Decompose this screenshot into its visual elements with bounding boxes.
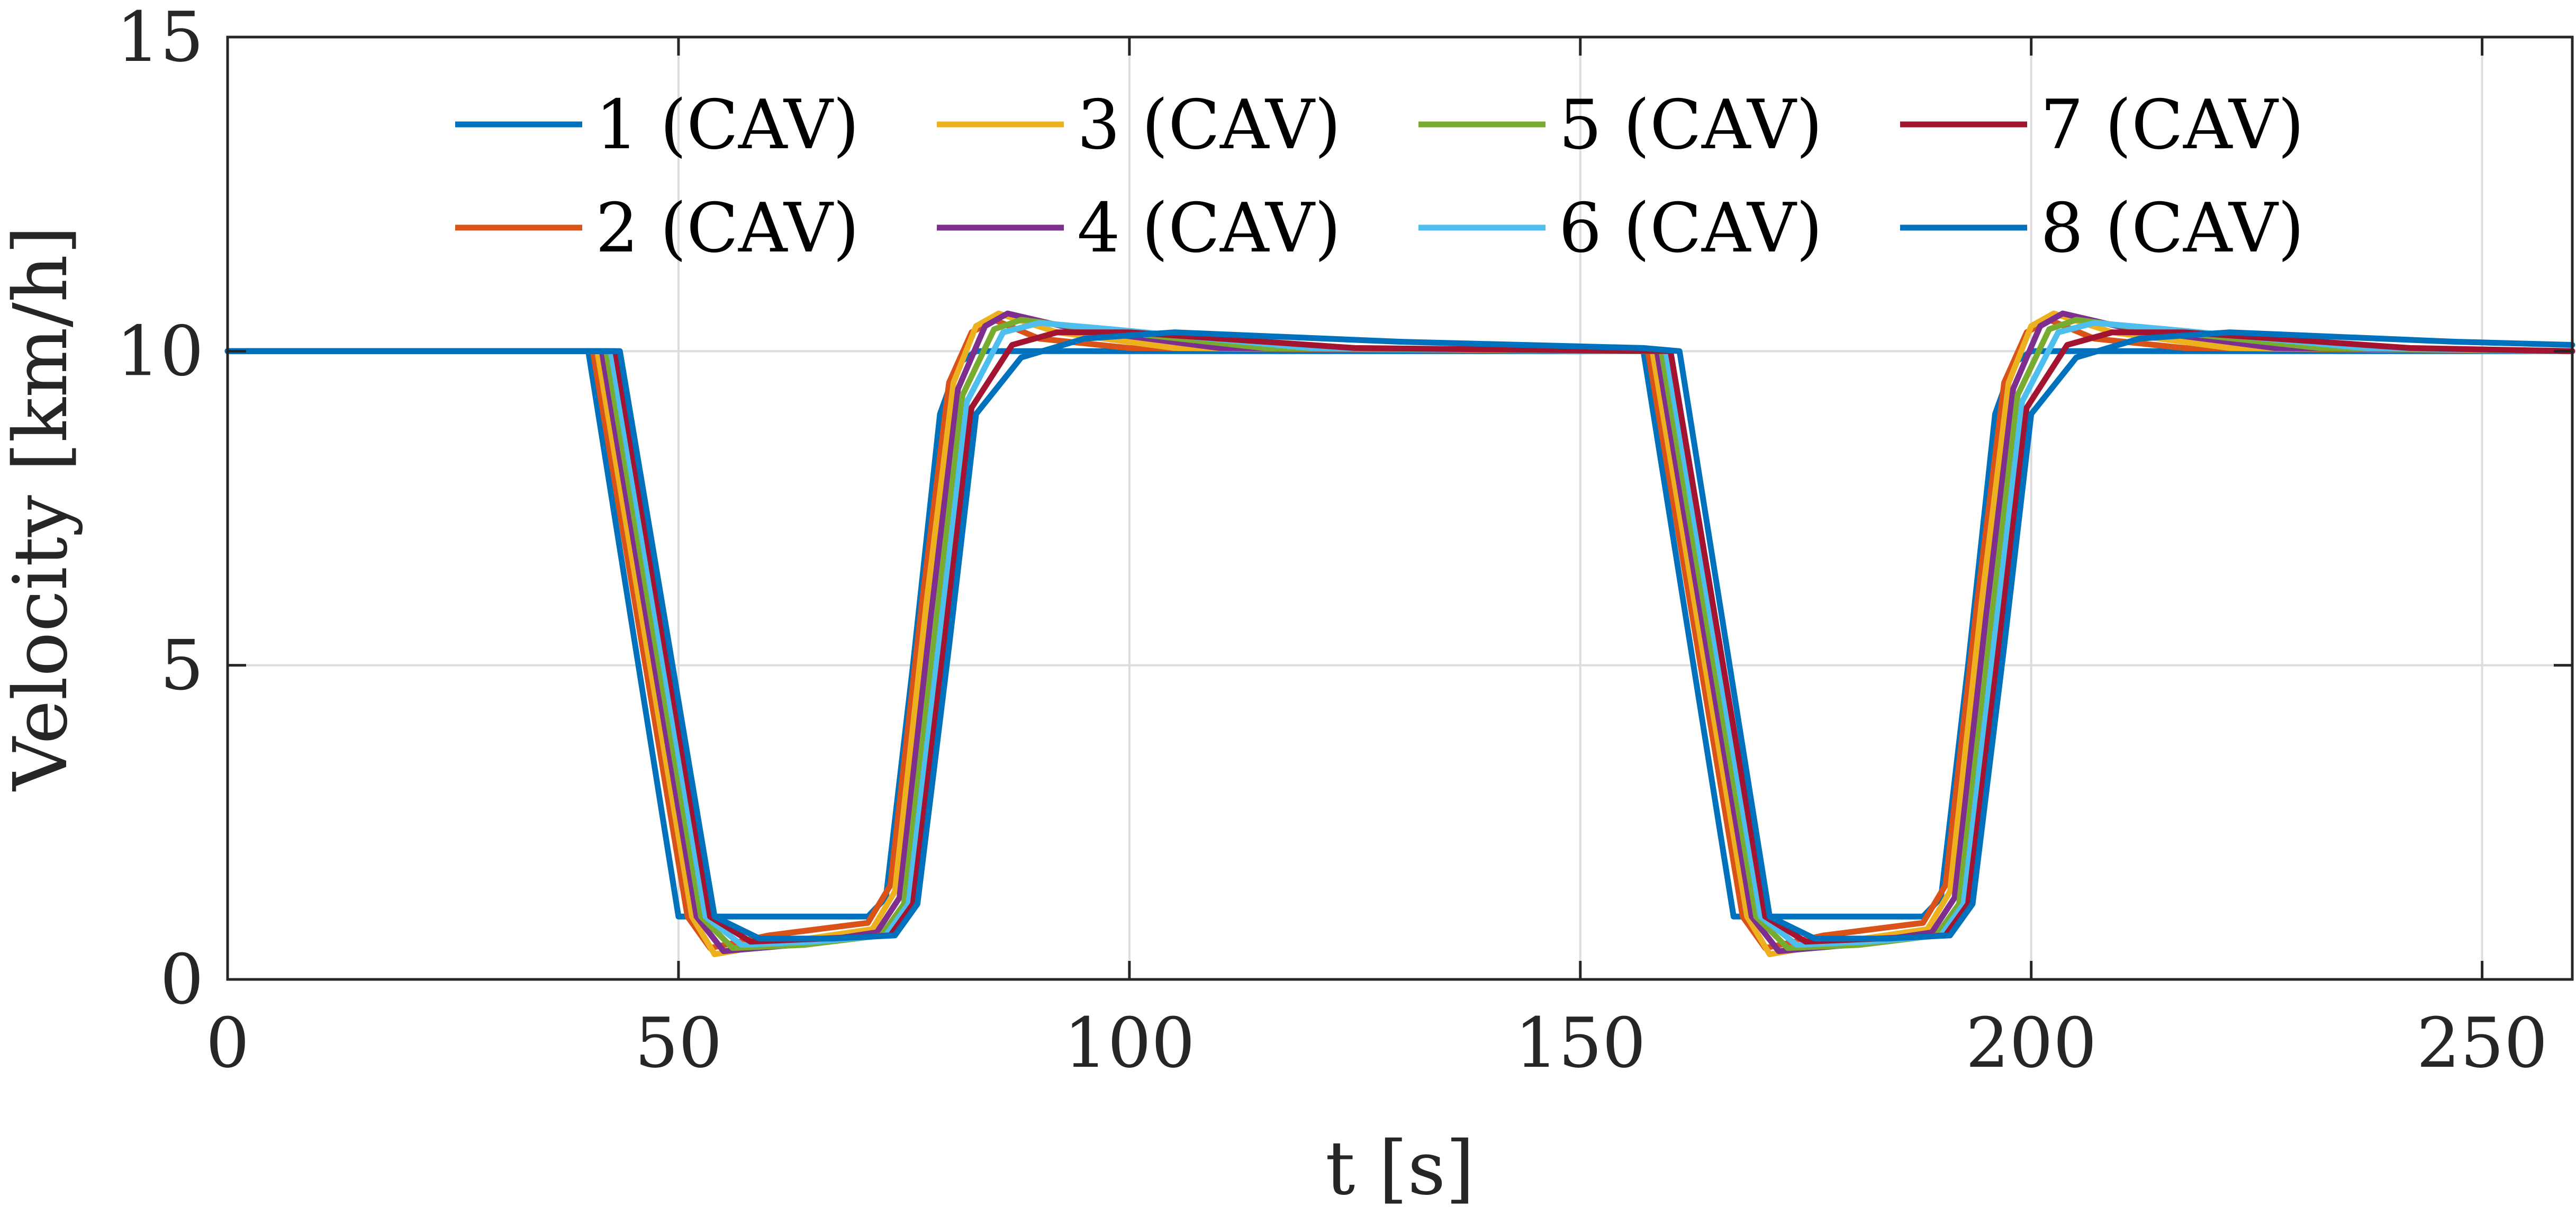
x-tick-labels: 0 50 100 150 200 250 [206, 1003, 2548, 1083]
y-tick-label: 10 [116, 311, 204, 391]
legend-label-7: 7 (CAV) [2040, 86, 2304, 165]
series-line-8 [224, 329, 2575, 942]
x-tick-label: 250 [2417, 1003, 2548, 1083]
legend-label-5: 5 (CAV) [1559, 86, 1822, 165]
x-tick-label: 150 [1515, 1003, 1646, 1083]
legend-label-4: 4 (CAV) [1077, 189, 1341, 268]
y-tick-labels: 0 5 10 15 [116, 0, 204, 1020]
x-axis-label: t [s] [1325, 1126, 1475, 1212]
plot-frame [226, 35, 2574, 981]
y-tick-label: 15 [116, 0, 204, 77]
x-tick-label: 50 [635, 1003, 722, 1083]
legend-label-8: 8 (CAV) [2040, 189, 2304, 268]
tick-marks [226, 35, 2572, 981]
legend-label-6: 6 (CAV) [1559, 189, 1822, 268]
y-tick-label: 0 [160, 939, 204, 1020]
legend-label-3: 3 (CAV) [1077, 86, 1341, 165]
y-axis-label: Velocity [km/h] [0, 226, 84, 791]
x-tick-label: 0 [206, 1003, 250, 1083]
legend-label-1: 1 (CAV) [595, 86, 859, 165]
y-tick-label: 5 [160, 625, 204, 706]
x-tick-label: 200 [1966, 1003, 2097, 1083]
series-lines [224, 310, 2575, 957]
x-tick-label: 100 [1064, 1003, 1195, 1083]
legend: 1 (CAV) 2 (CAV) 3 (CAV) 4 (CAV) 5 (CAV) 6 (CA… [455, 86, 2304, 268]
legend-label-2: 2 (CAV) [595, 189, 859, 268]
